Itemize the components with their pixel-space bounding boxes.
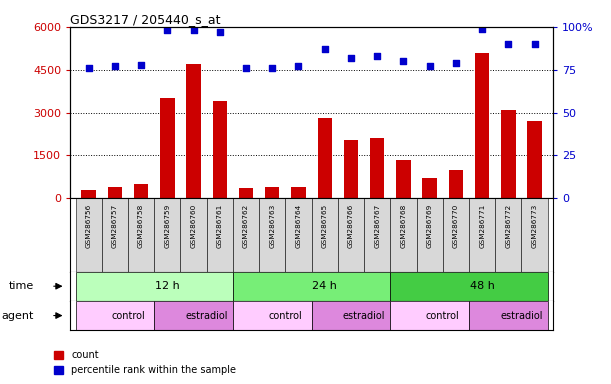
Point (477, 25, 487, 31)
Bar (390, 301, 469, 330)
Bar (448, 170, 463, 198)
Bar (370, 138, 384, 198)
Bar (160, 98, 175, 198)
Text: estradiol: estradiol (343, 311, 386, 321)
Bar (265, 187, 279, 198)
Text: control: control (111, 311, 145, 321)
Bar (443, 198, 469, 271)
Point (215, 29, 225, 35)
Bar (312, 301, 390, 330)
Text: GSM286761: GSM286761 (217, 204, 223, 248)
Bar (108, 187, 122, 198)
Point (346, 55, 356, 61)
Text: estradiol: estradiol (185, 311, 228, 321)
Text: GSM286759: GSM286759 (164, 204, 170, 248)
Bar (338, 198, 364, 271)
Bar (285, 198, 312, 271)
Text: GDS3217 / 205440_s_at: GDS3217 / 205440_s_at (70, 13, 221, 26)
Legend: count, percentile rank within the sample: count, percentile rank within the sample (54, 351, 236, 375)
Bar (527, 121, 542, 198)
Bar (496, 198, 521, 271)
Point (503, 41, 513, 47)
Bar (390, 198, 417, 271)
Text: GSM286762: GSM286762 (243, 204, 249, 248)
Point (136, 61, 146, 68)
Bar (76, 271, 233, 301)
Point (451, 60, 461, 66)
Point (268, 65, 277, 71)
Point (372, 53, 382, 59)
Text: estradiol: estradiol (500, 311, 543, 321)
Text: GSM286766: GSM286766 (348, 204, 354, 248)
Text: agent: agent (2, 311, 34, 321)
Text: control: control (426, 311, 459, 321)
Text: GSM286756: GSM286756 (86, 204, 92, 248)
Text: control: control (268, 311, 302, 321)
Bar (344, 140, 358, 198)
Bar (102, 198, 128, 271)
Text: GSM286765: GSM286765 (322, 204, 327, 248)
Bar (154, 301, 233, 330)
Bar (291, 187, 306, 198)
Bar (81, 190, 96, 198)
Bar (312, 198, 338, 271)
Text: GSM286757: GSM286757 (112, 204, 118, 248)
Bar (475, 53, 489, 198)
Text: GSM286772: GSM286772 (505, 204, 511, 248)
Bar (207, 198, 233, 271)
Bar (318, 118, 332, 198)
Bar (521, 198, 547, 271)
Text: GSM286763: GSM286763 (269, 204, 276, 248)
Point (241, 65, 251, 71)
Text: GSM286767: GSM286767 (374, 204, 380, 248)
Text: GSM286768: GSM286768 (400, 204, 406, 248)
Bar (233, 271, 390, 301)
Bar (364, 198, 390, 271)
Bar (233, 198, 259, 271)
Bar (76, 301, 154, 330)
Bar (390, 271, 547, 301)
Bar (134, 184, 148, 198)
Bar (76, 198, 102, 271)
Point (320, 46, 329, 52)
Point (398, 58, 408, 64)
Point (294, 63, 304, 70)
Bar (417, 198, 443, 271)
Text: 24 h: 24 h (312, 281, 337, 291)
Text: GSM286758: GSM286758 (138, 204, 144, 248)
Text: GSM286770: GSM286770 (453, 204, 459, 248)
Bar (469, 198, 496, 271)
Bar (233, 301, 312, 330)
Bar (422, 178, 437, 198)
Bar (469, 301, 547, 330)
Point (84, 65, 93, 71)
Bar (213, 101, 227, 198)
Point (163, 27, 172, 33)
Bar (128, 198, 154, 271)
Bar (186, 64, 201, 198)
Point (110, 63, 120, 70)
Point (530, 41, 540, 47)
Text: GSM286764: GSM286764 (296, 204, 301, 248)
Text: GSM286773: GSM286773 (532, 204, 538, 248)
Text: GSM286771: GSM286771 (479, 204, 485, 248)
Text: GSM286769: GSM286769 (426, 204, 433, 248)
Text: 48 h: 48 h (470, 281, 494, 291)
Point (189, 27, 199, 33)
Bar (180, 198, 207, 271)
Text: time: time (9, 281, 34, 291)
Bar (501, 110, 516, 198)
Text: 12 h: 12 h (155, 281, 180, 291)
Bar (259, 198, 285, 271)
Bar (154, 198, 180, 271)
Bar (396, 160, 411, 198)
Bar (239, 188, 253, 198)
Point (425, 63, 434, 70)
Text: GSM286760: GSM286760 (191, 204, 197, 248)
